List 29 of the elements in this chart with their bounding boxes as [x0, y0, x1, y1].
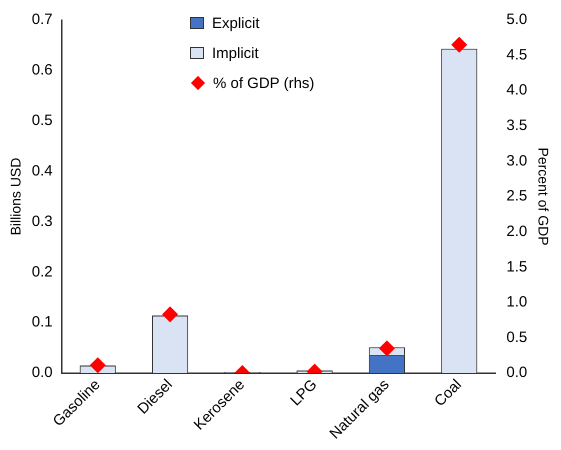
y-axis-title: Billions USD [7, 158, 24, 236]
y2-tick-label: 3.5 [506, 117, 528, 134]
point [378, 340, 395, 356]
y-tick-label: 0.7 [32, 11, 53, 28]
y-tick-label: 0.6 [32, 62, 53, 79]
y2-tick-label: 4.0 [506, 82, 528, 99]
point [162, 306, 178, 322]
legend-label: % of GDP (rhs) [213, 74, 314, 92]
y2-tick-label: 3.0 [506, 152, 528, 170]
legend-label: Implicit [212, 44, 259, 62]
y2-tick-label: 4.5 [506, 46, 528, 64]
y-tick-label: 0.4 [32, 162, 53, 180]
y-tick-label: 0.5 [32, 112, 53, 130]
y2-tick-label: 1.0 [506, 294, 528, 311]
y2-tick-label: 2.5 [506, 188, 528, 205]
y-tick-label: 0.3 [32, 212, 53, 230]
y2-tick-label: 0.0 [506, 364, 528, 382]
y2-tick-label: 2.0 [506, 222, 528, 240]
y2-tick-label: 1.5 [506, 258, 528, 276]
point [90, 357, 106, 374]
y-tick-label: 0.2 [32, 263, 53, 280]
y-tick-label: 0.1 [32, 314, 53, 331]
y2-tick-label: 0.5 [506, 328, 528, 346]
y2-axis-title: Percent of GDP [536, 147, 552, 246]
x-tick-label: LPG [287, 376, 320, 410]
legend-label: Explicit [212, 14, 260, 32]
y-tick-label: 0.0 [32, 364, 53, 382]
y2-tick-label: 5.0 [506, 11, 528, 28]
point [451, 36, 468, 53]
